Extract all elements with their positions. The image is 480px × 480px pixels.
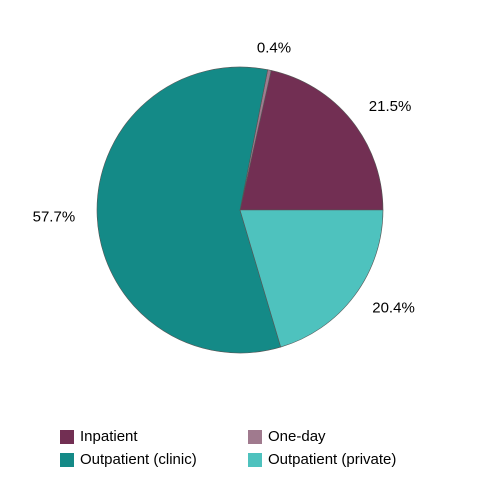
legend-swatch [60,453,74,467]
pie-slice [239,209,384,348]
data-label: 21.5% [369,98,412,115]
legend-swatch [248,430,262,444]
data-label: 57.7% [33,209,76,226]
legend-label: Inpatient [80,428,138,445]
legend-swatch [248,453,262,467]
legend-swatch [60,430,74,444]
data-label: 0.4% [257,40,291,57]
legend-label: Outpatient (clinic) [80,451,197,468]
data-label: 20.4% [372,300,415,317]
legend-label: One-day [268,428,326,445]
pie-slice [96,66,282,354]
legend-label: Outpatient (private) [268,451,396,468]
pie-slice [239,70,384,211]
